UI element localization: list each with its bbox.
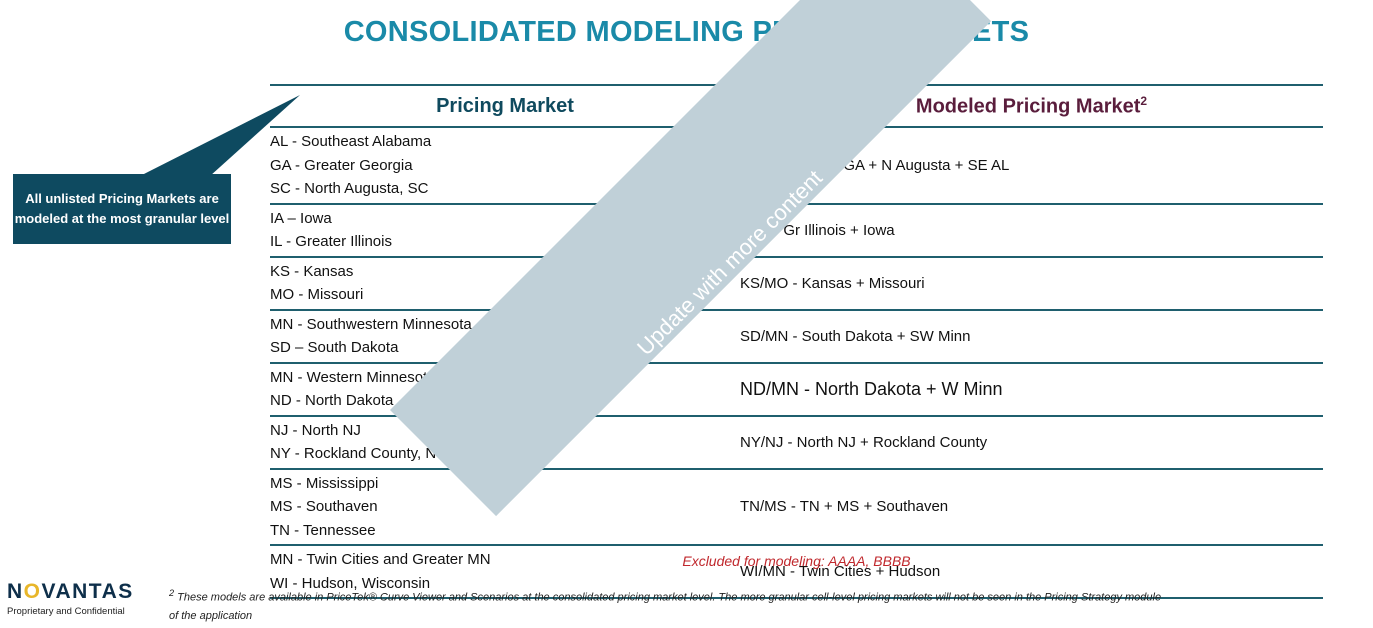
pricing-market-item: MN - Twin Cities and Greater MN (270, 551, 491, 568)
pricing-market-item: IA – Iowa (270, 209, 332, 227)
pricing-market-item: IL - Greater Illinois (270, 233, 392, 250)
header-pricing-market: Pricing Market (436, 94, 574, 117)
callout-box: All unlisted Pricing Markets are modeled… (13, 174, 231, 244)
pricing-market-item: MN - Western Minnesota (270, 368, 436, 386)
table-row: NJ - North NJ NY - Rockland County, NY NY/… (270, 417, 1323, 470)
pricing-market-cell: MN - Southwestern Minnesota SD – South Da… (270, 311, 740, 362)
modeled-market-label: TN/MS - TN + MS + Southaven (740, 498, 949, 516)
table-row: MN - Western Minnesota ND - North Dakota N… (270, 364, 1323, 417)
pricing-market-item: NJ - North NJ (270, 421, 361, 439)
pricing-market-item: SC - North Augusta, SC (270, 180, 429, 197)
pricing-market-item: MS - Southaven (270, 498, 378, 515)
modeled-market-cell: WI/MN - Twin Cities + Hudson (740, 546, 1323, 597)
modeled-market-cell: IL/IA - Gr Illinois + Iowa (740, 205, 1323, 256)
modeled-market-cell: KS/MO - Kansas + Missouri (740, 258, 1323, 309)
pricing-market-item: MN - Southwestern Minnesota (270, 315, 472, 333)
pricing-market-cell: KS - Kansas MO - Missouri (270, 258, 740, 309)
callout-pointer (140, 95, 300, 176)
pricing-market-cell: IA – Iowa IL - Greater Illinois (270, 205, 740, 256)
logo-subtitle: Proprietary and Confidential (7, 606, 125, 617)
pricing-market-item: ND - North Dakota (270, 392, 394, 409)
pricing-market-cell: AL - Southeast Alabama GA - Greater Georg… (270, 128, 740, 203)
pricing-market-item: SD – South Dakota (270, 339, 399, 356)
pricing-market-item: MO - Missouri (270, 286, 364, 303)
modeled-market-cell: TN/MS - TN + MS + Southaven (740, 470, 1323, 545)
header-modeled-pricing-market: Modeled Pricing Market2 (915, 93, 1148, 118)
modeled-market-label: SD/MN - South Dakota + SW Minn (740, 327, 971, 345)
table-row: MS - Mississippi MS - Southaven TN - Tenne… (270, 470, 1323, 546)
modeled-market-cell: SD/MN - South Dakota + SW Minn (740, 311, 1323, 362)
table-row: MN - Southwestern Minnesota SD – South Da… (270, 311, 1323, 364)
novantas-logo: NOVANTAS (7, 580, 134, 603)
pricing-market-cell: MS - Mississippi MS - Southaven TN - Tenne… (270, 470, 740, 545)
table-row: MN - Twin Cities and Greater MN WI - Huds… (270, 546, 1323, 599)
modeled-market-label: WI/MN - Twin Cities + Hudson (740, 563, 941, 580)
callout-text: All unlisted Pricing Markets are modeled… (14, 191, 230, 226)
pricing-market-cell: NJ - North NJ NY - Rockland County, NY (270, 417, 740, 468)
excluded-note: Excluded for modeling: AAAA, BBBB (682, 553, 911, 569)
pricing-market-item: AL - Southeast Alabama (270, 133, 432, 150)
table-body: AL - Southeast Alabama GA - Greater Georg… (270, 128, 1323, 599)
modeled-market-cell: NY/NJ - North NJ + Rockland County (740, 417, 1323, 468)
pricing-market-item: KS - Kansas (270, 262, 354, 280)
table-row: KS - Kansas MO - Missouri KS/MO - Kansas +… (270, 258, 1323, 311)
pricing-market-item: WI - Hudson, Wisconsin (270, 574, 431, 592)
pricing-market-cell: MN - Twin Cities and Greater MN WI - Huds… (270, 546, 740, 597)
modeled-market-cell: ND/MN - North Dakota + W Minn (740, 364, 1323, 415)
pricing-market-cell: MN - Western Minnesota ND - North Dakota (270, 364, 740, 415)
footnote: 2 These models are available in PriceTek… (169, 588, 1162, 622)
modeled-market-label: ND/MN - North Dakota + W Minn (740, 378, 1003, 399)
pricing-table: Pricing Market Modeled Pricing Market2 A… (270, 84, 1323, 599)
pricing-market-item: GA - Greater Georgia (270, 156, 413, 174)
pricing-market-item: MS - Mississippi (270, 474, 379, 492)
pricing-market-item: NY - Rockland County, NY (270, 445, 447, 462)
pricing-market-item: TN - Tennessee (270, 521, 376, 539)
modeled-market-label: KS/MO - Kansas + Missouri (740, 274, 925, 292)
modeled-market-label: NY/NJ - North NJ + Rockland County (740, 433, 988, 451)
